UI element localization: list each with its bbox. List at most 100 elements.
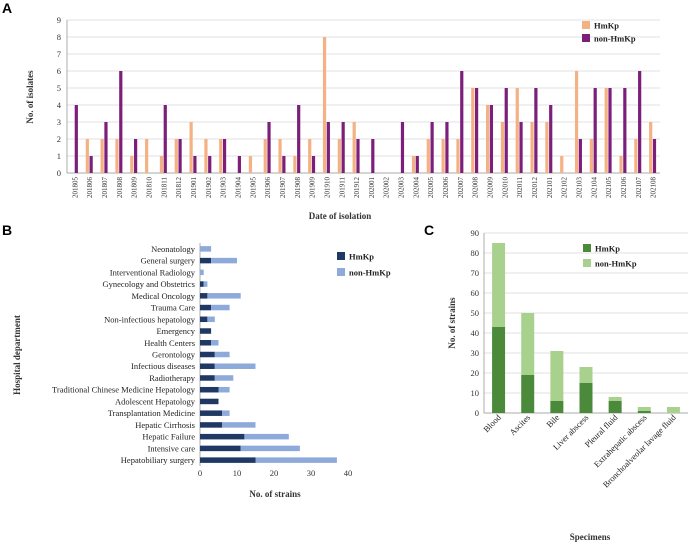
bar-non-hmkp: [211, 340, 219, 346]
x-axis-title: Date of isolation: [309, 211, 372, 221]
bar-hmkp: [322, 37, 327, 173]
bar-non-hmkp: [579, 367, 593, 383]
bar-non-hmkp: [200, 246, 212, 252]
legend-label: non-HmKp: [594, 34, 636, 44]
x-tick-label: 202103: [575, 177, 583, 199]
bar-hmkp: [649, 122, 653, 173]
y-tick-label: 70: [471, 268, 480, 278]
category-label: Intensive care: [148, 443, 196, 453]
panel-a-label: A: [2, 0, 12, 16]
bar-non-hmkp: [356, 139, 360, 173]
bar-hmkp: [589, 139, 593, 173]
x-tick-label: 201805: [71, 177, 79, 199]
bar-hmkp: [174, 139, 178, 173]
bar-non-hmkp: [460, 71, 464, 173]
bar-hmkp: [293, 156, 297, 173]
category-label: Interventional Radiology: [110, 267, 196, 277]
bar-non-hmkp: [492, 243, 506, 327]
x-tick-label: 20: [270, 468, 279, 478]
bar-hmkp: [545, 122, 549, 173]
category-label: Hepatic Failure: [142, 432, 195, 442]
bar-non-hmkp: [222, 410, 230, 416]
bar-hmkp: [200, 293, 208, 299]
category-label: Transplantation Medicine: [108, 408, 195, 418]
x-tick-label: 10: [233, 468, 242, 478]
bar-non-hmkp: [593, 88, 597, 173]
bar-hmkp: [441, 139, 445, 173]
bar-non-hmkp: [255, 457, 337, 463]
category-label: Hepatobiliary surgery: [121, 455, 196, 465]
bar-non-hmkp: [637, 407, 651, 411]
x-tick-label: 30: [307, 468, 316, 478]
x-tick-label: 0: [198, 468, 202, 478]
x-tick-label: 201806: [86, 177, 94, 199]
bar-hmkp: [219, 139, 223, 173]
y-tick-label: 10: [471, 388, 480, 398]
legend-swatch: [582, 21, 590, 29]
x-tick-label: Blood: [481, 412, 503, 434]
bar-hmkp: [486, 105, 490, 173]
bar-hmkp: [200, 281, 204, 287]
bar-non-hmkp: [211, 257, 237, 264]
bar-hmkp: [426, 139, 430, 173]
x-tick-label: 201912: [353, 177, 361, 199]
bar-hmkp: [189, 122, 193, 173]
y-tick-label: 50: [471, 308, 480, 318]
bar-hmkp: [278, 139, 282, 173]
x-tick-label: 202008: [472, 177, 480, 199]
bar-non-hmkp: [311, 156, 316, 173]
bar-hmkp: [515, 88, 519, 173]
category-label: Traditional Chinese Medicine Hepatology: [52, 385, 196, 395]
legend-label: HmKp: [595, 244, 620, 254]
x-tick-label: 202006: [442, 177, 450, 199]
bar-hmkp: [492, 327, 506, 413]
bar-non-hmkp: [163, 105, 167, 173]
bar-hmkp: [204, 139, 208, 173]
bar-non-hmkp: [400, 122, 405, 173]
x-tick-label: 201903: [220, 177, 228, 199]
bar-non-hmkp: [214, 351, 230, 358]
bar-non-hmkp: [371, 139, 375, 173]
bar-hmkp: [200, 422, 223, 428]
bar-non-hmkp: [549, 105, 553, 173]
legend-label: non-HmKp: [349, 268, 391, 278]
x-tick-label: 202002: [383, 177, 391, 199]
bar-hmkp: [200, 410, 223, 416]
y-tick-label: 6: [57, 66, 61, 76]
bar-non-hmkp: [214, 375, 234, 381]
y-tick-label: 30: [471, 348, 480, 358]
bar-non-hmkp: [608, 397, 622, 401]
bar-non-hmkp: [519, 122, 523, 173]
category-label: Health Centers: [144, 338, 195, 348]
x-tick-label: Ascites: [507, 412, 532, 437]
bar-non-hmkp: [74, 105, 78, 173]
bar-hmkp: [200, 433, 245, 440]
x-tick-label: 202010: [501, 177, 509, 199]
x-tick-label: 202104: [590, 177, 598, 199]
bar-hmkp: [159, 156, 164, 173]
x-tick-label: 40: [344, 468, 353, 478]
bar-non-hmkp: [240, 445, 300, 452]
bar-hmkp: [352, 122, 356, 173]
y-tick-label: 60: [471, 288, 480, 298]
bar-hmkp: [619, 156, 623, 173]
bar-non-hmkp: [341, 122, 345, 173]
category-label: Infectious diseases: [131, 361, 195, 371]
bar-non-hmkp: [134, 139, 138, 173]
bar-non-hmkp: [521, 313, 535, 375]
y-tick-label: 9: [57, 15, 61, 25]
x-tick-label: 202007: [457, 177, 465, 199]
category-label: Medical Oncology: [132, 291, 196, 301]
bar-hmkp: [608, 401, 622, 413]
x-tick-label: 201905: [249, 177, 257, 199]
bar-hmkp: [574, 71, 579, 173]
bar-non-hmkp: [504, 88, 508, 173]
bar-non-hmkp: [608, 88, 612, 173]
bar-hmkp: [500, 122, 505, 173]
bar-non-hmkp: [267, 122, 271, 173]
bar-non-hmkp: [104, 122, 108, 173]
x-tick-label: 202009: [487, 177, 495, 199]
x-tick-label: 202003: [398, 177, 406, 199]
x-tick-label: 201811: [160, 177, 168, 198]
